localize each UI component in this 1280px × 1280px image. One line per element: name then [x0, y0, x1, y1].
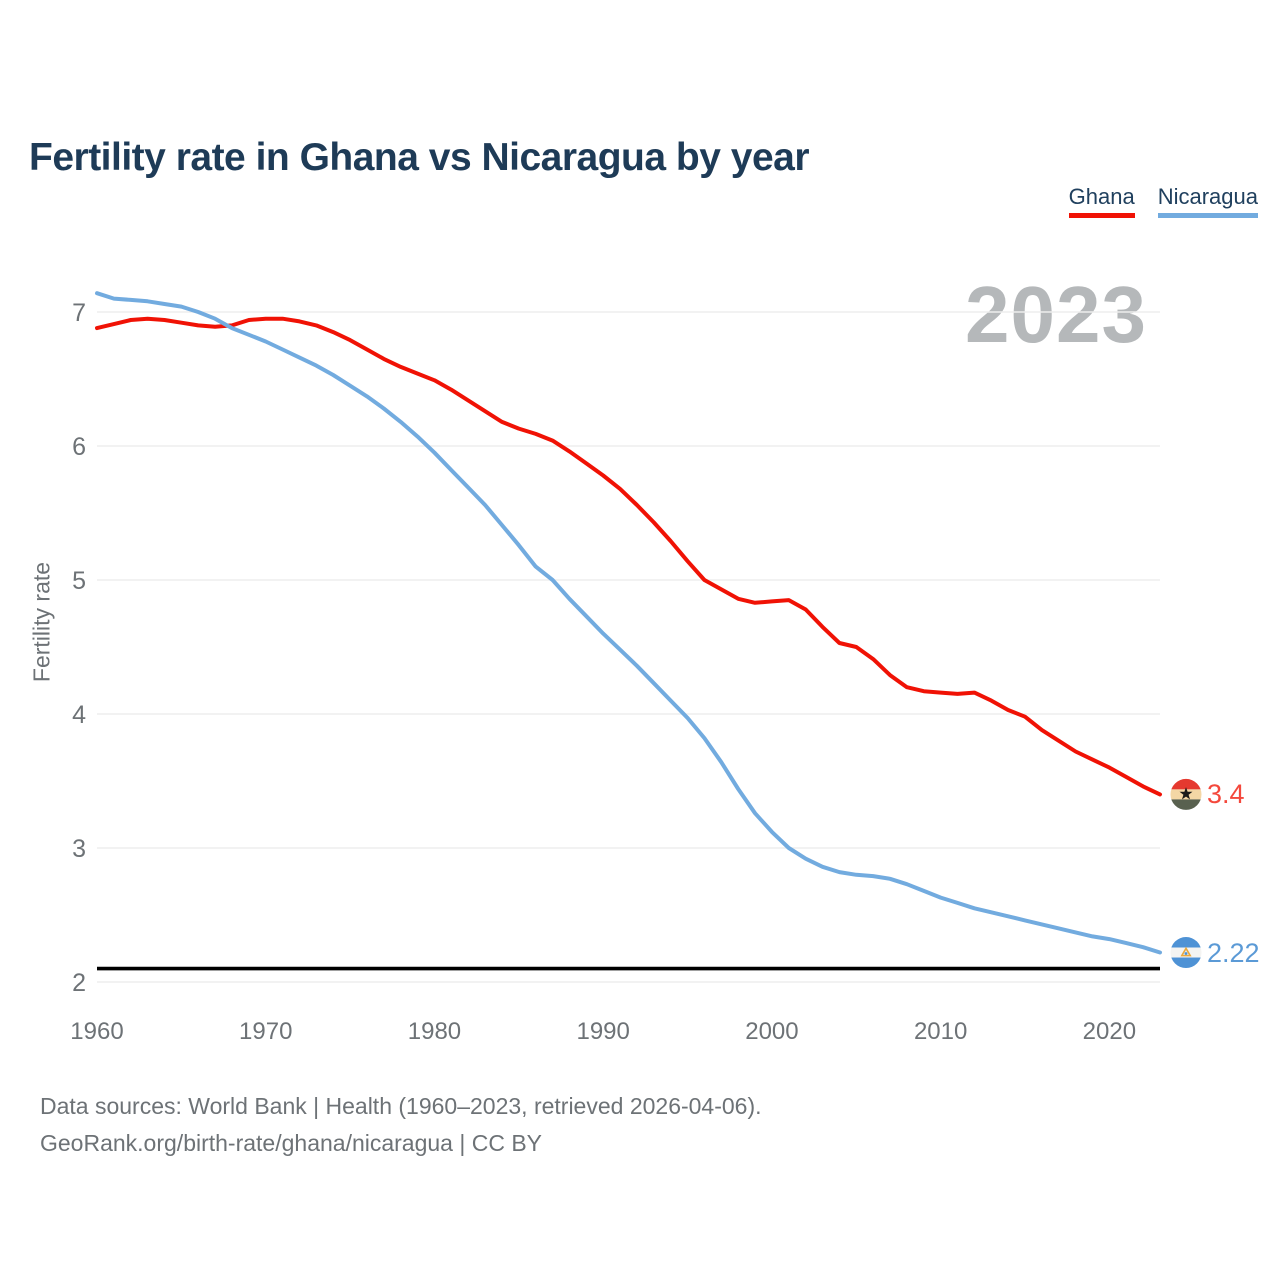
x-tick-label: 1990: [576, 1018, 629, 1045]
ghana-end-value-label: 3.4: [1207, 779, 1245, 809]
attribution-line: GeoRank.org/birth-rate/ghana/nicaragua |…: [40, 1130, 543, 1156]
nicaragua-flag-icon: [1170, 937, 1202, 969]
y-tick-label: 7: [72, 299, 86, 327]
y-tick-label: 3: [72, 835, 86, 863]
x-tick-label: 2010: [914, 1018, 967, 1045]
legend-item-nicaragua[interactable]: Nicaragua: [1157, 185, 1258, 218]
y-tick-label: 2: [72, 969, 86, 997]
y-tick-label: 5: [72, 567, 86, 595]
y-tick-label: 6: [72, 433, 86, 461]
nicaragua-end-value-label: 2.22: [1207, 938, 1260, 968]
year-watermark: 2023: [965, 270, 1147, 359]
x-tick-label: 1970: [239, 1018, 292, 1045]
footer: Data sources: World Bank | Health (1960–…: [40, 1088, 762, 1162]
y-tick-label: 4: [72, 701, 86, 729]
x-tick-label: 2000: [745, 1018, 798, 1045]
legend-item-ghana[interactable]: Ghana: [1068, 185, 1135, 218]
x-tick-label: 1980: [408, 1018, 461, 1045]
x-tick-label: 2020: [1083, 1018, 1136, 1045]
nicaragua-series-line[interactable]: [95, 291, 1162, 955]
ghana-series-line[interactable]: [95, 316, 1162, 797]
page-title: Fertility rate in Ghana vs Nicaragua by …: [29, 136, 810, 180]
y-axis-title: Fertility rate: [28, 561, 55, 683]
ghana-flag-icon: [1170, 778, 1202, 810]
legend: Ghana Nicaragua: [1068, 185, 1258, 218]
data-sources-line: Data sources: World Bank | Health (1960–…: [40, 1093, 762, 1119]
x-tick-label: 1960: [70, 1018, 123, 1045]
